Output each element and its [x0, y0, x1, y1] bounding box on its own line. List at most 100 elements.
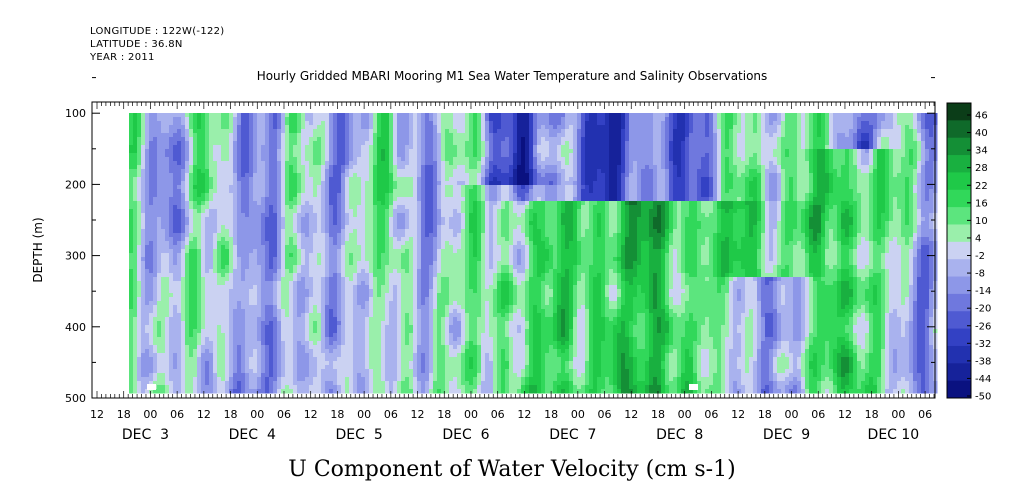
heatmap-cell [241, 301, 246, 306]
heatmap-cell [213, 301, 218, 306]
heatmap-cell [197, 153, 202, 158]
heatmap-cell [361, 365, 366, 370]
heatmap-cell [313, 277, 318, 282]
heatmap-cell [365, 229, 370, 234]
heatmap-cell [201, 169, 206, 174]
heatmap-cell [189, 137, 194, 142]
heatmap-cell [321, 173, 326, 178]
heatmap-cell [189, 293, 194, 298]
heatmap-cell [261, 317, 266, 322]
heatmap-cell [357, 361, 362, 366]
heatmap-cell [377, 321, 382, 326]
heatmap-cell [181, 325, 186, 330]
heatmap-cell [197, 289, 202, 294]
heatmap-cell [277, 349, 282, 354]
heatmap-cell [277, 157, 282, 162]
heatmap-cell [213, 277, 218, 282]
heatmap-cell [189, 273, 194, 278]
heatmap-cell [301, 357, 306, 362]
heatmap-cell [389, 293, 394, 298]
heatmap-cell [145, 121, 150, 126]
heatmap-cell [245, 145, 250, 150]
heatmap-cell [145, 357, 150, 362]
heatmap-cell [293, 233, 298, 238]
heatmap-cell [157, 257, 162, 262]
heatmap-cell [329, 269, 334, 274]
heatmap-cell [409, 173, 414, 178]
heatmap-cell [233, 217, 238, 222]
heatmap-cell [385, 229, 390, 234]
heatmap-cell [357, 125, 362, 130]
heatmap-cell [325, 325, 330, 330]
heatmap-cell [253, 181, 258, 186]
heatmap-cell [301, 153, 306, 158]
heatmap-cell [201, 277, 206, 282]
heatmap-cell [353, 313, 358, 318]
heatmap-cell [365, 157, 370, 162]
heatmap-cell [141, 385, 146, 390]
heatmap-cell [281, 205, 286, 210]
heatmap-cell [181, 273, 186, 278]
heatmap-cell [153, 305, 158, 310]
heatmap-cell [329, 381, 334, 386]
heatmap-cell [289, 341, 294, 346]
heatmap-cell [385, 341, 390, 346]
heatmap-cell [321, 213, 326, 218]
heatmap-cell [209, 273, 214, 278]
heatmap-cell [289, 369, 294, 374]
heatmap-cell [157, 149, 162, 154]
heatmap-cell [357, 173, 362, 178]
heatmap-cell [161, 261, 166, 266]
heatmap-cell [301, 273, 306, 278]
heatmap-cell [349, 305, 354, 310]
heatmap-cell [389, 277, 394, 282]
heatmap-cell [293, 353, 298, 358]
heatmap-cell [237, 341, 242, 346]
heatmap-cell [369, 389, 374, 394]
heatmap-cell [169, 197, 174, 202]
heatmap-cell [145, 301, 150, 306]
heatmap-cell [129, 265, 134, 270]
heatmap-cell [329, 237, 334, 242]
heatmap-cell [381, 245, 386, 250]
heatmap-cell [237, 181, 242, 186]
heatmap-cell [209, 377, 214, 382]
heatmap-cell [345, 273, 350, 278]
heatmap-cell [401, 121, 406, 126]
heatmap-cell [313, 233, 318, 238]
heatmap-cell [145, 141, 150, 146]
heatmap-cell [161, 273, 166, 278]
heatmap-cell [205, 121, 210, 126]
heatmap-cell [237, 373, 242, 378]
heatmap-cell [165, 281, 170, 286]
heatmap-cell [369, 361, 374, 366]
heatmap-cell [193, 317, 198, 322]
heatmap-cell [297, 337, 302, 342]
heatmap-cell [321, 169, 326, 174]
heatmap-cell [133, 125, 138, 130]
heatmap-cell [321, 141, 326, 146]
heatmap-cell [165, 365, 170, 370]
heatmap-cell [341, 205, 346, 210]
heatmap-cell [273, 245, 278, 250]
heatmap-cell [277, 237, 282, 242]
heatmap-cell [177, 285, 182, 290]
heatmap-cell [213, 373, 218, 378]
heatmap-cell [249, 297, 254, 302]
heatmap-cell [245, 361, 250, 366]
heatmap-cell [201, 133, 206, 138]
heatmap-cell [293, 345, 298, 350]
heatmap-cell [173, 161, 178, 166]
heatmap-cell [341, 317, 346, 322]
heatmap-cell [133, 201, 138, 206]
heatmap-cell [353, 221, 358, 226]
heatmap-cell [273, 113, 278, 118]
heatmap-cell [349, 253, 354, 258]
heatmap-cell [393, 361, 398, 366]
heatmap-cell [325, 213, 330, 218]
heatmap-cell [317, 221, 322, 226]
heatmap-cell [301, 197, 306, 202]
heatmap-cell [149, 149, 154, 154]
heatmap-cell [257, 365, 262, 370]
heatmap-cell [237, 253, 242, 258]
